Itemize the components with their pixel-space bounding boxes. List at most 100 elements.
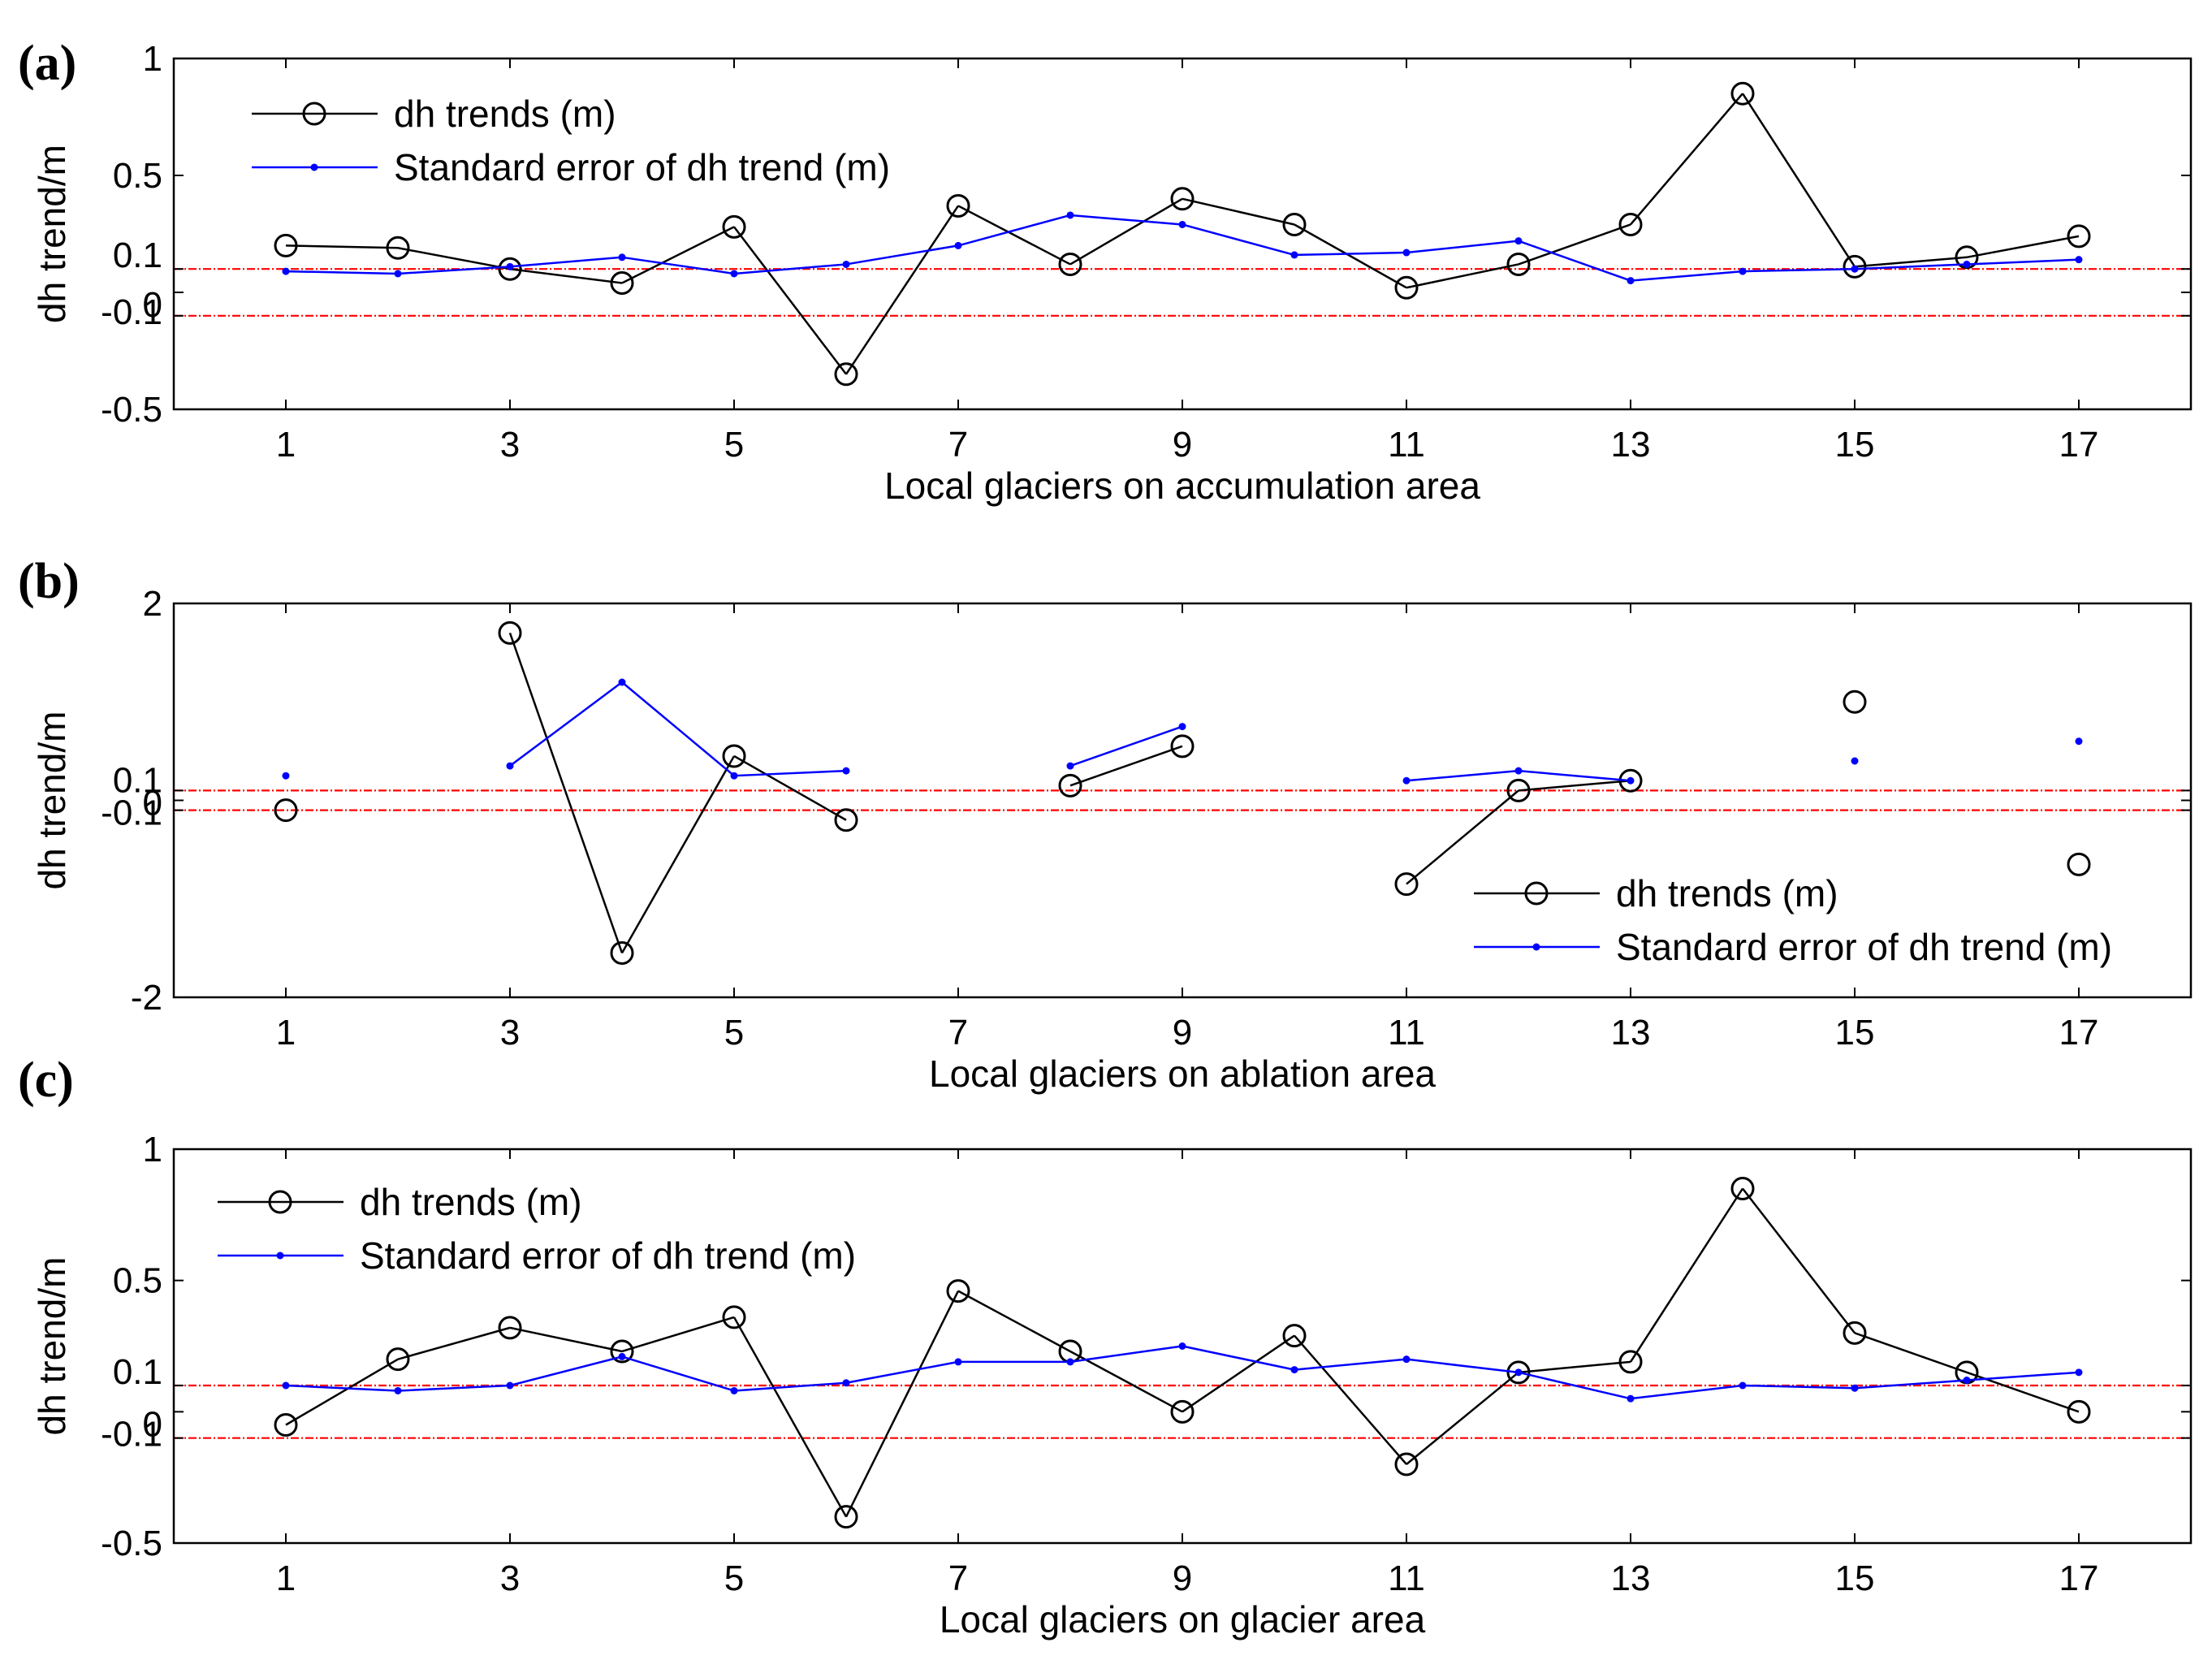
dh-point-4 (610, 270, 634, 295)
y-tick-label: 0.1 (113, 236, 162, 275)
se-point-9 (1178, 723, 1186, 731)
y-tick-label: 1 (143, 1130, 162, 1169)
dh-segment (397, 247, 511, 270)
x-tick-label: 3 (500, 1558, 520, 1598)
se-point-15 (1851, 265, 1859, 273)
y-tick-label: 0.1 (113, 760, 162, 800)
dh-point-9 (1170, 1399, 1195, 1424)
dh-point-17 (2067, 224, 2091, 249)
dh-point-11 (1394, 872, 1419, 897)
y-tick-label: 0.1 (113, 1352, 162, 1392)
se-point-14 (1739, 1381, 1747, 1390)
dh-point-8 (1058, 773, 1082, 798)
y-axis-label: dh trend/m (31, 1257, 73, 1436)
x-tick-label: 17 (2059, 1558, 2099, 1598)
se-segment (1182, 223, 1295, 257)
x-tick-label: 1 (276, 1013, 296, 1053)
dh-point-1 (274, 233, 298, 257)
dh-segment (620, 755, 736, 954)
se-point-8 (1066, 762, 1074, 770)
x-tick-label: 7 (948, 1013, 968, 1053)
dh-point-17 (2067, 852, 2091, 876)
x-tick-label: 1 (276, 425, 296, 465)
dh-segment (397, 1326, 511, 1360)
se-point-4 (618, 678, 626, 686)
x-tick-label: 9 (1173, 1013, 1192, 1053)
se-segment (1854, 263, 1968, 270)
y-axis-label: dh trend/m (31, 145, 73, 323)
y-tick-label: -0.1 (101, 292, 162, 332)
dh-point-9 (1170, 734, 1195, 759)
x-tick-label: 7 (948, 1558, 968, 1598)
y-tick-label: -0.1 (101, 793, 162, 833)
se-point-7 (954, 1358, 962, 1366)
dh-trend-series (274, 1177, 2091, 1529)
se-point-5 (730, 270, 738, 278)
se-segment (1518, 1371, 1631, 1400)
legend-marker-dot (1532, 943, 1540, 951)
dh-point-6 (834, 808, 858, 832)
dh-point-12 (1506, 778, 1531, 802)
dh-point-2 (386, 1347, 410, 1372)
se-segment (1069, 1345, 1183, 1364)
se-segment (1406, 240, 1519, 254)
legend-label: dh trends (m) (1616, 872, 1838, 914)
se-segment (1406, 769, 1519, 782)
legend-label: dh trends (m) (360, 1181, 582, 1223)
dh-point-7 (946, 193, 970, 218)
dh-segment (957, 205, 1071, 266)
x-tick-label: 15 (1835, 1013, 1875, 1053)
dh-point-3 (498, 1316, 522, 1340)
se-segment (1966, 258, 2080, 266)
legend: dh trends (m) Standard error of dh trend … (252, 93, 890, 188)
dh-segment (1406, 1371, 1519, 1465)
dh-segment (508, 632, 624, 953)
se-point-15 (1851, 757, 1859, 765)
dh-segment (1741, 93, 1856, 267)
se-segment (1518, 240, 1631, 282)
x-tick-label: 3 (500, 425, 520, 465)
se-segment (733, 769, 847, 777)
dh-point-17 (2067, 1399, 2091, 1424)
se-point-4 (618, 1352, 626, 1360)
se-segment (397, 266, 511, 275)
dh-segment (509, 267, 623, 284)
dh-segment (845, 205, 960, 375)
se-segment (733, 263, 847, 275)
dh-segment (1518, 1360, 1631, 1374)
x-tick-label: 11 (1388, 425, 1425, 465)
x-tick-label: 9 (1173, 425, 1192, 465)
y-tick-label: 0 (143, 1404, 162, 1444)
se-segment (1518, 769, 1631, 782)
x-tick-label: 15 (1835, 1558, 1875, 1598)
dh-segment (1182, 1334, 1295, 1413)
se-point-2 (394, 1386, 402, 1394)
dh-point-7 (946, 1279, 970, 1303)
x-tick-label: 13 (1611, 425, 1651, 465)
dh-segment (509, 1326, 623, 1353)
legend-label: dh trends (m) (394, 93, 616, 135)
legend-marker-circle (1524, 881, 1549, 906)
dh-point-5 (722, 744, 746, 768)
se-segment (1069, 214, 1183, 226)
dh-point-1 (274, 798, 298, 823)
se-point-13 (1627, 776, 1635, 785)
se-point-11 (1402, 776, 1411, 785)
dh-point-13 (1618, 1350, 1643, 1374)
se-segment (1742, 267, 1856, 273)
dh-segment (1294, 223, 1407, 289)
se-segment (1182, 1345, 1295, 1371)
se-point-7 (954, 241, 962, 249)
se-point-10 (1290, 1366, 1298, 1374)
x-axis-label: Local glaciers on ablation area (929, 1053, 1436, 1095)
dh-point-6 (834, 362, 858, 387)
se-point-16 (1963, 1377, 1971, 1385)
dh-point-1 (274, 1413, 298, 1437)
se-point-5 (730, 1386, 738, 1394)
se-point-17 (2075, 256, 2083, 264)
y-tick-label: 0 (143, 285, 162, 325)
dh-point-12 (1506, 252, 1531, 276)
se-point-16 (1963, 260, 1971, 268)
